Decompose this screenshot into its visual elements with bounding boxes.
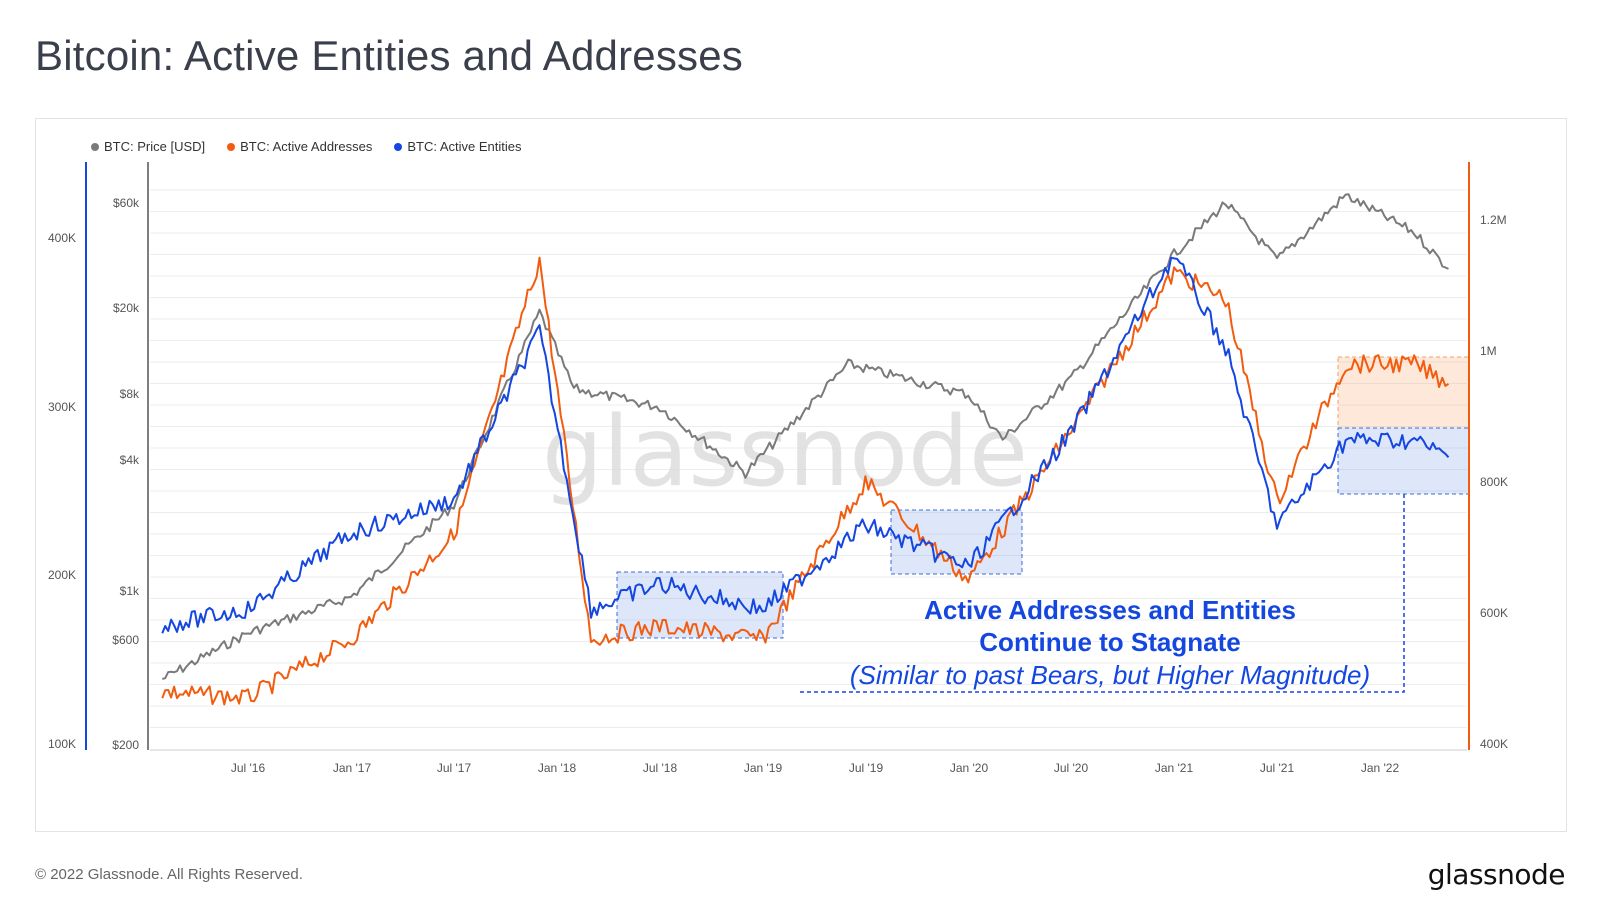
tick-label-x: Jul '18 (643, 761, 678, 775)
tick-label-x: Jan '20 (950, 761, 989, 775)
tick-label-price: $600 (112, 633, 139, 647)
legend-dot-addresses-icon (227, 142, 236, 151)
tick-label-addresses: 800K (1480, 475, 1508, 489)
page-title: Bitcoin: Active Entities and Addresses (35, 32, 743, 79)
series-line-entities (161, 256, 1450, 634)
legend-item-entities[interactable]: BTC: Active Entities (394, 139, 522, 154)
annotation-line-1: Active Addresses and Entities (924, 595, 1296, 625)
tick-label-addresses: 1.2M (1480, 213, 1507, 227)
watermark: glassnode (542, 396, 1028, 508)
tick-label-addresses: 400K (1480, 737, 1508, 751)
tick-label-price: $4k (120, 453, 140, 467)
series-line-price (162, 193, 1449, 680)
tick-label-x: Jul '19 (849, 761, 884, 775)
annotation-group: Active Addresses and Entities Continue t… (850, 595, 1370, 690)
legend-label-addresses: BTC: Active Addresses (240, 139, 373, 154)
annotation-line-2: Continue to Stagnate (979, 627, 1240, 657)
legend-dot-price-icon (91, 142, 99, 151)
tick-label-x: Jan '19 (744, 761, 783, 775)
chart-axes (85, 162, 1470, 751)
tick-label-x: Jan '17 (333, 761, 372, 775)
chart-grid (150, 189, 1467, 728)
annotation-bracket (797, 494, 1405, 693)
tick-label-price: $8k (120, 387, 140, 401)
legend-item-addresses[interactable]: BTC: Active Addresses (227, 139, 372, 154)
tick-label-price: $20k (113, 301, 140, 315)
tick-label-x: Jan '18 (538, 761, 577, 775)
tick-label-x: Jul '20 (1054, 761, 1089, 775)
legend-dot-entities-icon (394, 142, 403, 151)
tick-label-entities: 400K (48, 231, 76, 245)
chart-axis-labels: 400K 300K 200K 100K $60k $20k $8k $4k $1k $600 $20… (48, 196, 1508, 775)
tick-label-x: Jul '16 (231, 761, 266, 775)
legend-item-price[interactable]: BTC: Price [USD] (91, 139, 205, 154)
tick-label-entities: 100K (48, 737, 76, 751)
tick-label-x: Jan '21 (1155, 761, 1194, 775)
chart-legend: BTC: Price [USD] BTC: Active Addresses B… (91, 139, 522, 154)
tick-label-addresses: 600K (1480, 606, 1508, 620)
tick-label-x: Jan '22 (1361, 761, 1400, 775)
annotation-line-3: (Similar to past Bears, but Higher Magni… (850, 660, 1370, 690)
chart-lines (161, 193, 1450, 706)
tick-label-entities: 300K (48, 400, 76, 414)
legend-label-price: BTC: Price [USD] (104, 139, 206, 154)
tick-label-x: Jul '17 (437, 761, 472, 775)
tick-label-x: Jul '21 (1260, 761, 1295, 775)
tick-label-entities: 200K (48, 568, 76, 582)
copyright-text: © 2022 Glassnode. All Rights Reserved. (35, 866, 303, 883)
highlight-box (616, 571, 784, 639)
legend-label-entities: BTC: Active Entities (407, 139, 522, 154)
tick-label-price: $1k (120, 584, 140, 598)
glassnode-logo[interactable]: glassnode (1427, 858, 1566, 891)
tick-label-addresses: 1M (1480, 344, 1497, 358)
series-line-addresses (161, 256, 1450, 706)
tick-label-price: $200 (112, 738, 139, 752)
tick-label-price: $60k (113, 196, 140, 210)
